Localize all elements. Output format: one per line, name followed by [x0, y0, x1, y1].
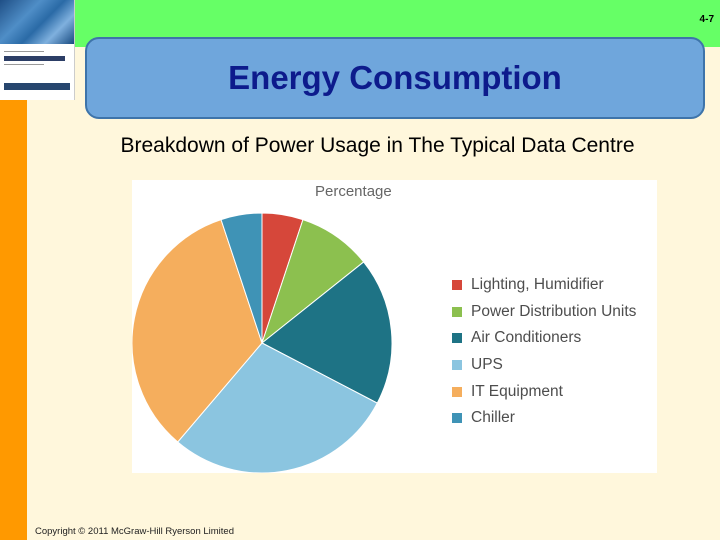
- pie-slice-chiller: [220, 212, 263, 344]
- cover-text-lines: [0, 44, 74, 90]
- legend-swatch: [452, 333, 462, 344]
- legend-label: IT Equipment: [471, 382, 563, 400]
- legend-item-chiller: Chiller: [452, 405, 636, 432]
- legend-item-it-equipment: IT Equipment: [452, 378, 636, 405]
- title-box: Energy Consumption: [85, 37, 705, 119]
- legend-swatch: [452, 280, 462, 291]
- cover-photo: [0, 0, 74, 44]
- chart-panel: Percentage Lighting, Humidifier Power Dis…: [132, 180, 657, 473]
- legend-item-air-conditioners: Air Conditioners: [452, 325, 636, 352]
- legend-item-ups: UPS: [452, 352, 636, 379]
- legend-item-power-distribution-units: Power Distribution Units: [452, 299, 636, 326]
- legend-label: UPS: [471, 356, 503, 374]
- slide-subtitle: Breakdown of Power Usage in The Typical …: [120, 134, 635, 157]
- chart-title: Percentage: [315, 183, 392, 200]
- pie-slice-air-conditioners: [261, 261, 393, 404]
- legend-swatch: [452, 413, 462, 424]
- slide-number: 4-7: [699, 14, 714, 25]
- legend-label: Power Distribution Units: [471, 302, 637, 320]
- legend-label: Lighting, Humidifier: [471, 276, 604, 294]
- pie-slice-it-equipment: [132, 218, 263, 443]
- book-cover-image: [0, 0, 75, 100]
- legend-swatch: [452, 306, 462, 317]
- copyright-notice: Copyright © 2011 McGraw-Hill Ryerson Lim…: [35, 526, 234, 537]
- legend-label: Chiller: [471, 409, 515, 427]
- slide-title: Energy Consumption: [228, 59, 562, 96]
- pie-chart: [132, 212, 393, 473]
- pie-slice-ups: [177, 342, 378, 473]
- chart-legend: Lighting, Humidifier Power Distribution U…: [452, 272, 636, 432]
- legend-swatch: [452, 386, 462, 397]
- legend-swatch: [452, 360, 462, 371]
- legend-item-lighting-humidifier: Lighting, Humidifier: [452, 272, 636, 299]
- legend-label: Air Conditioners: [471, 329, 582, 347]
